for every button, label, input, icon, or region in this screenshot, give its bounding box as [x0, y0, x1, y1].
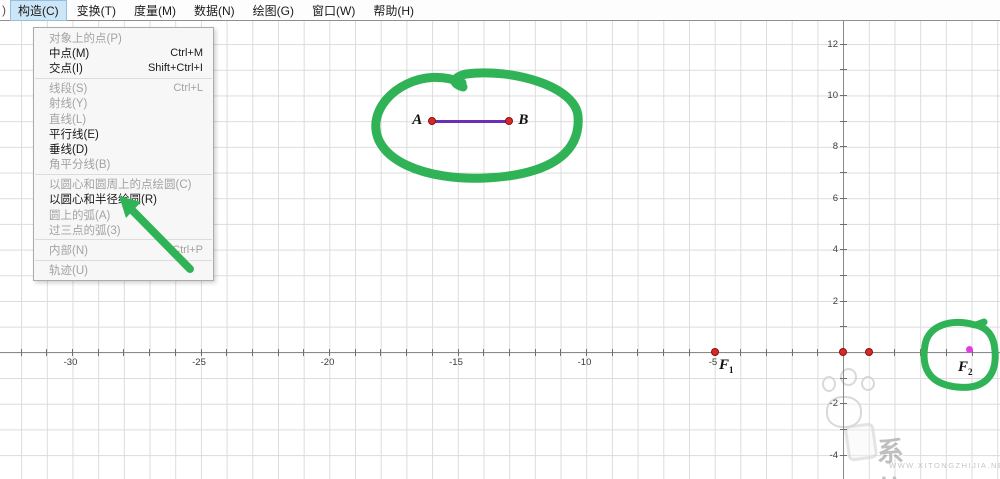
menu-item-12[interactable]: 以圆心和半径绘圆(R) [34, 192, 213, 207]
menu-item-8[interactable]: 垂线(D) [34, 141, 213, 156]
menu-item-label: 过三点的弧(3) [49, 224, 121, 237]
menu-item-6[interactable]: 直线(L) [34, 111, 213, 126]
menu-item-label: 射线(Y) [49, 98, 88, 111]
menu-separator [35, 173, 212, 175]
menu-separator [35, 77, 212, 79]
menu-bar-items: 构造(C) 变换(T) 度量(M) 数据(N) 绘图(G) 窗口(W) 帮助(H) [10, 0, 424, 21]
menu-item-label: 交点(I) [49, 62, 83, 75]
menu-item-shortcut: Shift+Ctrl+I [147, 61, 203, 74]
menu-item-13[interactable]: 圆上的弧(A) [34, 207, 213, 222]
menu-item-4[interactable]: 线段(S) Ctrl+L [34, 81, 213, 96]
menu-item-label: 圆上的弧(A) [49, 209, 111, 222]
menu-item-1[interactable]: 中点(M) Ctrl+M [34, 45, 213, 60]
menu-item-label: 以圆心和半径绘圆(R) [49, 194, 157, 207]
menu-bar: ) 构造(C) 变换(T) 度量(M) 数据(N) 绘图(G) 窗口(W) 帮助(H) [0, 0, 1000, 21]
menu-item-7[interactable]: 平行线(E) [34, 126, 213, 141]
menu-item-label: 中点(M) [49, 47, 90, 60]
menu-separator [35, 239, 212, 241]
menu-item-9[interactable]: 角平分线(B) [34, 157, 213, 172]
menubar-item-5[interactable]: 窗口(W) [312, 3, 356, 18]
menu-item-shortcut: Ctrl+P [172, 244, 203, 257]
menubar-item-6[interactable]: 帮助(H) [373, 3, 414, 18]
menu-item-14[interactable]: 过三点的弧(3) [34, 222, 213, 237]
menu-item-0[interactable]: 对象上的点(P) [34, 30, 213, 45]
menu-item-label: 直线(L) [49, 113, 87, 126]
menubar-item-2[interactable]: 度量(M) [134, 3, 176, 18]
menu-item-label: 线段(S) [49, 83, 88, 96]
menu-item-label: 角平分线(B) [49, 159, 111, 172]
menu-item-shortcut: Ctrl+M [170, 46, 203, 59]
menu-item-label: 对象上的点(P) [49, 32, 122, 45]
menu-item-16[interactable]: 内部(N) Ctrl+P [34, 242, 213, 257]
menubar-item-3[interactable]: 数据(N) [194, 3, 235, 18]
menubar-item-4[interactable]: 绘图(G) [252, 3, 294, 18]
menubar-item-1[interactable]: 变换(T) [76, 3, 116, 18]
menu-item-label: 以圆心和圆周上的点绘圆(C) [49, 179, 192, 192]
menu-item-2[interactable]: 交点(I) Shift+Ctrl+I [34, 60, 213, 75]
menu-separator [35, 259, 212, 261]
menu-item-label: 内部(N) [49, 245, 88, 258]
menu-item-18[interactable]: 轨迹(U) [34, 263, 213, 278]
menu-item-5[interactable]: 射线(Y) [34, 96, 213, 111]
menu-item-label: 垂线(D) [49, 143, 88, 156]
menu-item-11[interactable]: 以圆心和圆周上的点绘圆(C) [34, 177, 213, 192]
menu-item-label: 轨迹(U) [49, 265, 88, 278]
menubar-item-partial[interactable]: ) [2, 3, 6, 17]
menu-item-label: 平行线(E) [49, 128, 99, 141]
menubar-item-0[interactable]: 构造(C) [10, 0, 67, 21]
menu-item-shortcut: Ctrl+L [173, 82, 203, 95]
construct-menu: 对象上的点(P) 中点(M) Ctrl+M 交点(I) Shift+Ctrl+I 线段(S… [33, 27, 214, 281]
